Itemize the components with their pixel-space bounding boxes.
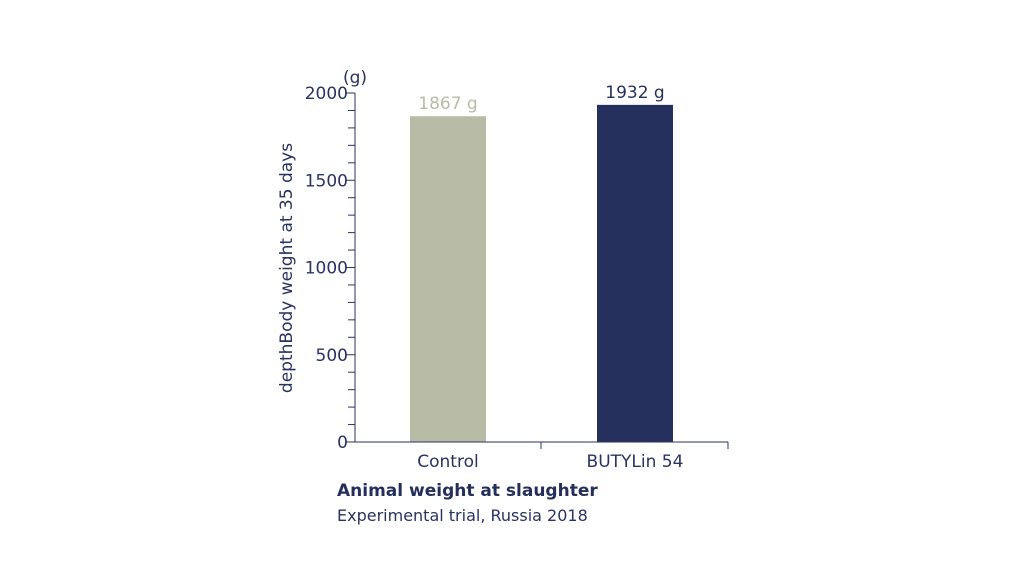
- bar-butylin-54: [597, 104, 673, 442]
- y-tick-label: 1000: [305, 259, 348, 279]
- bar-control: [410, 116, 486, 443]
- x-tick-label: Control: [417, 452, 478, 472]
- y-axis-label: depthBody weight at 35 days: [277, 143, 297, 393]
- x-tick-label: BUTYLin 54: [587, 452, 684, 472]
- y-tick-label: 2000: [305, 84, 348, 104]
- y-tick-label: 500: [316, 346, 348, 366]
- y-tick-label: 0: [337, 433, 348, 453]
- y-axis-unit: (g): [343, 68, 367, 88]
- chart-subtitle: Experimental trial, Russia 2018: [337, 506, 588, 525]
- chart-title: Animal weight at slaughter: [337, 481, 598, 501]
- y-tick-label: 1500: [305, 171, 348, 191]
- data-label: 1932 g: [605, 83, 664, 103]
- data-label: 1867 g: [418, 94, 477, 114]
